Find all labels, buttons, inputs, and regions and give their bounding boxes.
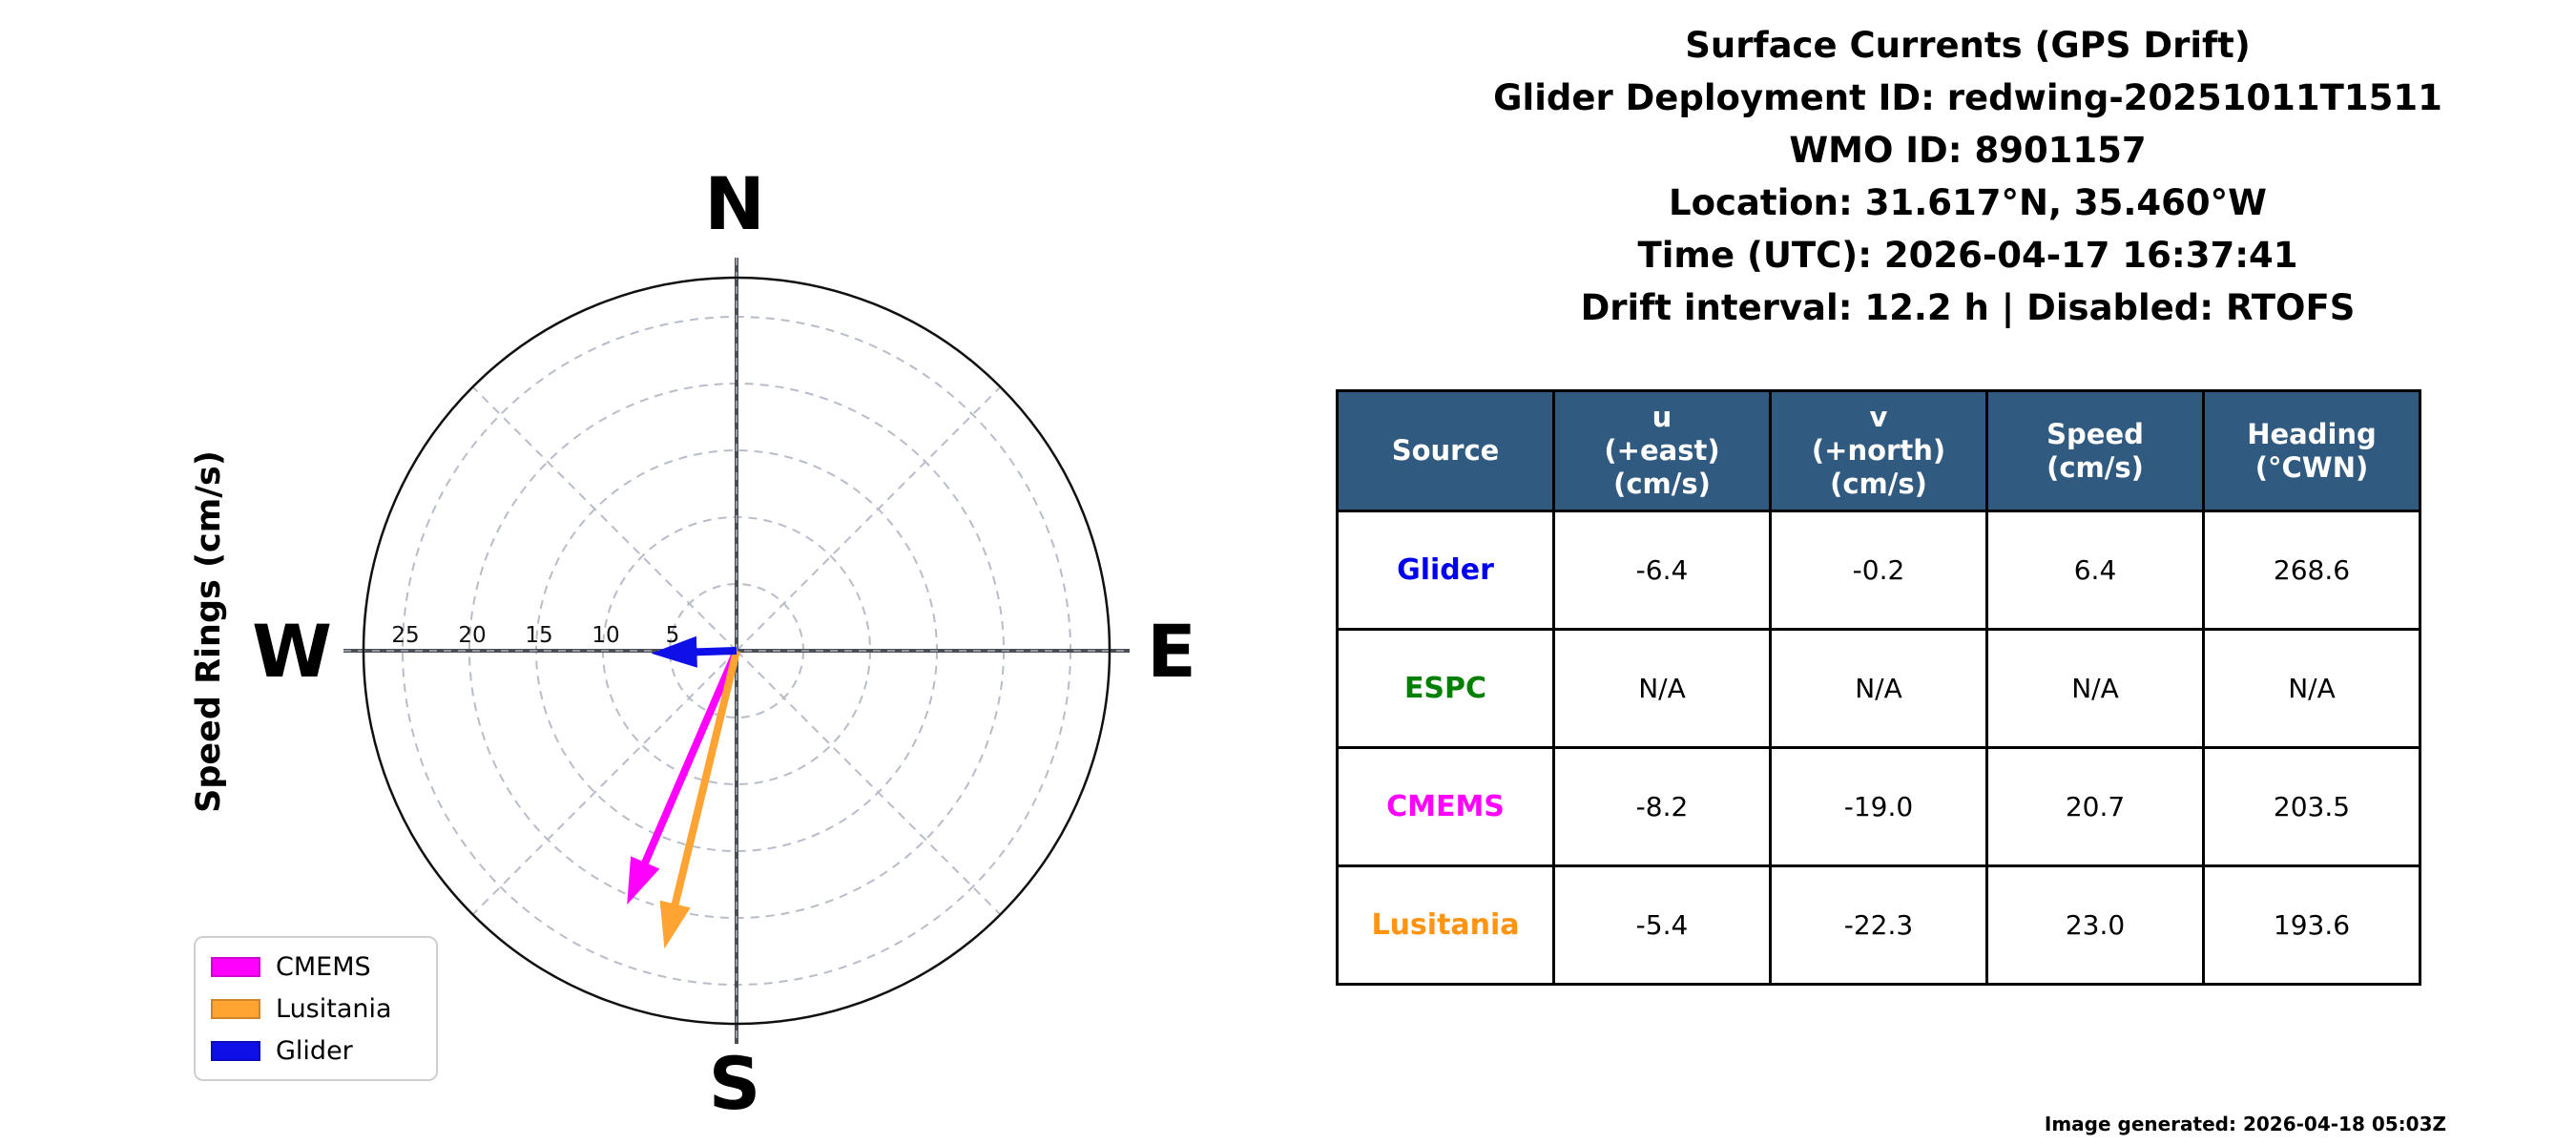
- u-cell: N/A: [1552, 628, 1772, 749]
- data-table: Source u (+east) (cm/s) v (+north) (cm/s…: [1336, 389, 2421, 986]
- velocity-arrow-head-cmems: [627, 856, 660, 905]
- u-cell: -6.4: [1552, 510, 1772, 631]
- cardinal-south-label: S: [709, 1041, 761, 1126]
- cardinal-north-label: N: [704, 161, 765, 246]
- footer-timestamp: Image generated: 2026-04-18 05:03Z: [2044, 1113, 2446, 1135]
- heading-cell: 193.6: [2202, 864, 2421, 986]
- u-cell: -8.2: [1552, 746, 1772, 867]
- speed-cell: 20.7: [1985, 746, 2205, 867]
- compass-plot: 5 10 15 20 25 N E S W Speed Rings (cm/s): [190, 161, 1196, 1126]
- v-cell: N/A: [1769, 628, 1988, 749]
- header-v-north: v (+north) (cm/s): [1769, 389, 1988, 512]
- ring-tick-label: 10: [592, 623, 619, 648]
- ring-tick-label: 15: [525, 623, 552, 648]
- table-header-row: Source u (+east) (cm/s) v (+north) (cm/s…: [1336, 389, 2421, 512]
- ring-tick-label: 5: [666, 623, 680, 648]
- legend-swatch-cmems: [211, 956, 260, 977]
- legend-item-lusitania: Lusitania: [211, 994, 421, 1024]
- wmo-id-line: WMO ID: 8901157: [1789, 130, 2147, 171]
- header-u-east: u (+east) (cm/s): [1552, 389, 1772, 512]
- speed-cell: 6.4: [1985, 510, 2205, 631]
- time-line: Time (UTC): 2026-04-17 16:37:41: [1637, 235, 2298, 276]
- diagonal-spoke: [736, 385, 1002, 652]
- velocity-arrow-shaft-lusitania: [670, 650, 740, 911]
- table-row-glider: Glider -6.4 -0.2 6.4 268.6: [1336, 510, 2421, 631]
- table-row-espc: ESPC N/A N/A N/A N/A: [1336, 628, 2421, 749]
- u-cell: -5.4: [1552, 864, 1772, 986]
- source-cell: Lusitania: [1336, 864, 1555, 986]
- legend-item-label: Lusitania: [276, 993, 392, 1024]
- deployment-id-line: Glider Deployment ID: redwing-20251011T1…: [1493, 77, 2442, 118]
- legend-item-glider: Glider: [211, 1036, 421, 1066]
- header-heading: Heading (°CWN): [2202, 389, 2421, 512]
- source-cell: ESPC: [1336, 628, 1555, 749]
- cardinal-east-label: E: [1147, 609, 1196, 694]
- title-block: Surface Currents (GPS Drift) Glider Depl…: [1355, 19, 2576, 334]
- v-cell: -0.2: [1769, 510, 1988, 631]
- speed-cell: 23.0: [1985, 864, 2205, 986]
- legend: CMEMS Lusitania Glider: [194, 936, 438, 1081]
- velocity-arrows: [627, 635, 740, 949]
- diagonal-spoke: [736, 650, 1002, 916]
- velocity-arrow-shaft-glider: [691, 647, 737, 656]
- v-cell: -19.0: [1769, 746, 1988, 867]
- velocity-arrow-shaft-cmems: [639, 649, 740, 870]
- heading-cell: 203.5: [2202, 746, 2421, 867]
- header-speed: Speed (cm/s): [1985, 389, 2205, 512]
- cardinal-west-label: W: [252, 609, 332, 694]
- diagonal-spoke: [471, 650, 737, 916]
- page-title: Surface Currents (GPS Drift): [1685, 25, 2251, 66]
- ring-tick-labels: 5 10 15 20 25: [391, 623, 679, 648]
- table-row-cmems: CMEMS -8.2 -19.0 20.7 203.5: [1336, 746, 2421, 867]
- header-source: Source: [1336, 389, 1555, 512]
- velocity-arrow-head-glider: [651, 635, 697, 668]
- location-line: Location: 31.617°N, 35.460°W: [1669, 182, 2267, 223]
- speed-cell: N/A: [1985, 628, 2205, 749]
- speed-rings-axis-label: Speed Rings (cm/s): [190, 450, 228, 813]
- table-row-lusitania: Lusitania -5.4 -22.3 23.0 193.6: [1336, 864, 2421, 986]
- legend-item-label: Glider: [276, 1035, 353, 1066]
- source-cell: Glider: [1336, 510, 1555, 631]
- velocity-arrow-head-lusitania: [659, 900, 691, 949]
- v-cell: -22.3: [1769, 864, 1988, 986]
- diagonal-spoke: [471, 385, 737, 652]
- ring-tick-label: 25: [391, 623, 419, 648]
- heading-cell: 268.6: [2202, 510, 2421, 631]
- heading-cell: N/A: [2202, 628, 2421, 749]
- legend-item-label: CMEMS: [276, 951, 371, 982]
- drift-interval-line: Drift interval: 12.2 h | Disabled: RTOFS: [1580, 287, 2356, 328]
- source-cell: CMEMS: [1336, 746, 1555, 867]
- legend-swatch-lusitania: [211, 998, 260, 1019]
- legend-item-cmems: CMEMS: [211, 952, 421, 982]
- ring-tick-label: 20: [458, 623, 486, 648]
- outer-circle: [362, 276, 1111, 1026]
- diagonal-spokes: [471, 385, 1002, 916]
- legend-swatch-glider: [211, 1040, 260, 1061]
